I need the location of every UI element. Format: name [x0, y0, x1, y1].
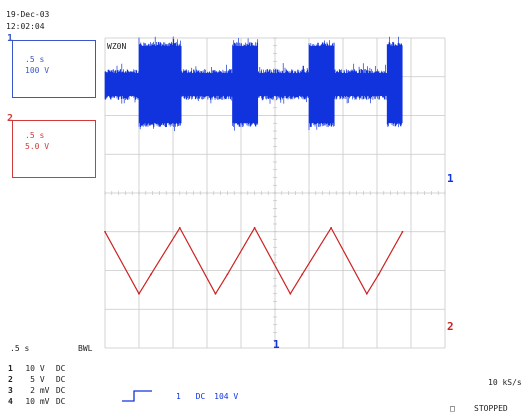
channel-2-point [330, 226, 332, 229]
channel-1-trace [104, 36, 403, 132]
channel-2-point [226, 273, 229, 276]
channel-2-point [253, 226, 256, 229]
channel-2-info-box[interactable]: 2 .5 s 5.0 V [7, 113, 96, 178]
trigger-edge-icon [122, 390, 152, 402]
trigger-channel: 1 [176, 392, 181, 401]
trigger-readout[interactable]: 1 DC 104 V [176, 392, 238, 401]
channel-1-marker[interactable]: 1 [447, 172, 454, 185]
channel-2-point [365, 292, 368, 295]
acquisition-status: STOPPED [474, 404, 508, 413]
channel-2-point [301, 273, 304, 276]
channel-2-point [377, 273, 380, 276]
channel-2-point [104, 230, 106, 233]
trigger-coupling: DC [195, 392, 206, 401]
channel-2-point [289, 292, 292, 295]
capture-date: 19-Dec-03 [6, 10, 50, 19]
acquisition-status-icon: □ [450, 404, 455, 413]
trigger-position-marker[interactable]: 1 [273, 338, 280, 351]
trigger-level: 104 V [214, 392, 239, 401]
sample-rate: 10 kS/s [488, 378, 522, 387]
channel-1-info-box[interactable]: 1 .5 s 100 V [7, 33, 96, 98]
trace-label: WZ0N [107, 42, 127, 51]
channel-1-scale: 100 V [25, 66, 50, 75]
timebase-readout: .5 s [10, 344, 30, 353]
channel-setting-row: 4 10 mV DC [8, 397, 66, 406]
channel-1-number: 1 [7, 33, 14, 44]
channel-setting-row: 1 10 V DC [8, 364, 66, 373]
channel-1-noise [104, 36, 403, 132]
capture-time: 12:02:04 [6, 22, 45, 31]
channel-2-point [214, 292, 217, 295]
channel-2-trace [104, 226, 404, 296]
channel-2-marker[interactable]: 2 [447, 320, 454, 333]
channel-2-point [178, 226, 181, 229]
channel-2-point [150, 273, 152, 276]
channel-2-timebase: .5 s [25, 131, 45, 140]
channel-2-scale: 5.0 V [25, 142, 50, 151]
bandwidth-limit-label: BWL [78, 344, 93, 353]
channel-1-timebase: .5 s [25, 55, 45, 64]
channel-2-point [138, 292, 140, 295]
channel-2-line [104, 226, 404, 296]
channel-2-number: 2 [7, 113, 14, 124]
channel-2-point [401, 230, 404, 233]
